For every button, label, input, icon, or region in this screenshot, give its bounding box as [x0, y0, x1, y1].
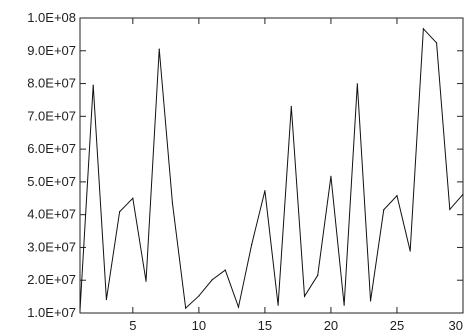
data-point: [171, 202, 174, 204]
data-point: [198, 295, 200, 297]
data-point: [396, 195, 398, 197]
data-point: [92, 84, 94, 86]
data-point: [79, 309, 81, 311]
data-point: [303, 295, 306, 297]
series-points: [79, 28, 464, 311]
data-point: [145, 280, 147, 282]
data-point: [211, 279, 213, 281]
y-tick-label: 2.0E+07: [27, 272, 76, 287]
x-axis: 5 10 15 20 25 30: [129, 18, 464, 333]
y-tick-label: 9.0E+07: [27, 43, 76, 58]
y-tick-label: 5.0E+07: [27, 174, 76, 189]
data-point: [330, 175, 332, 177]
data-point: [185, 307, 187, 309]
data-point: [251, 243, 253, 246]
data-point: [237, 306, 240, 308]
y-tick-label: 3.0E+07: [27, 239, 76, 254]
x-tick-label: 10: [192, 318, 206, 333]
y-tick-label: 8.0E+07: [27, 76, 76, 91]
x-tick-label: 5: [129, 318, 136, 333]
data-point: [343, 304, 345, 306]
y-tick-label: 6.0E+07: [27, 141, 76, 156]
x-tick-label: 30: [449, 318, 463, 333]
y-axis: 1.0E+07 2.0E+07 3.0E+07 4.0E+07 5.0E+07 6.0E+…: [27, 10, 463, 320]
data-point: [264, 190, 266, 192]
data-point: [317, 274, 319, 276]
data-point: [158, 48, 160, 50]
x-tick-label: 25: [390, 318, 404, 333]
data-point: [383, 209, 385, 211]
data-point: [462, 193, 464, 195]
data-point: [409, 250, 411, 252]
y-tick-label: 4.0E+07: [27, 207, 76, 222]
data-point: [435, 42, 438, 44]
data-point: [356, 83, 358, 85]
data-point: [105, 298, 108, 301]
data-point: [290, 105, 292, 108]
data-point: [449, 208, 451, 211]
series-line: [79, 27, 464, 311]
data-point: [277, 304, 279, 306]
data-point: [422, 28, 424, 30]
x-tick-label: 20: [324, 318, 338, 333]
y-tick-label: 1.0E+08: [27, 10, 76, 25]
y-tick-label: 7.0E+07: [27, 108, 76, 123]
y-tick-label: 1.0E+07: [27, 305, 76, 320]
data-point: [132, 197, 134, 199]
x-tick-label: 15: [258, 318, 272, 333]
data-point: [224, 269, 226, 271]
data-point: [369, 300, 372, 302]
plot-area: [79, 17, 464, 314]
data-point: [119, 211, 121, 213]
